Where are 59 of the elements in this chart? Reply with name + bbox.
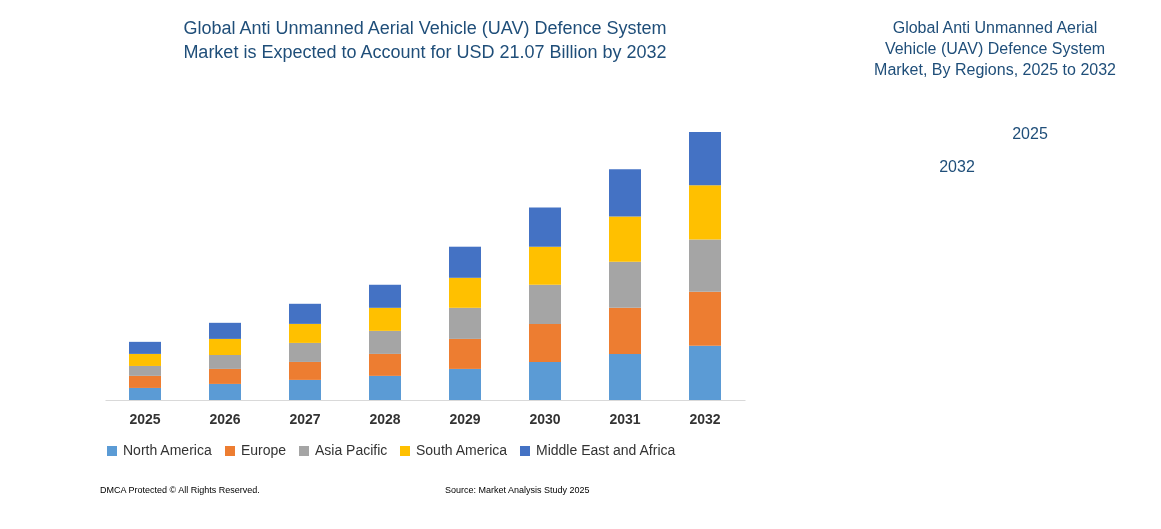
bar [689,185,721,240]
bar [689,239,721,292]
bar [609,307,641,354]
source-note: Source: Market Analysis Study 2025 [445,485,590,495]
bar [609,216,641,262]
bar [689,345,721,400]
bar [609,353,641,400]
bar [369,330,401,354]
bar [609,261,641,308]
bar [369,284,401,308]
legend-label: South America [416,442,508,458]
x-tick-label: 2031 [609,410,641,427]
bar [689,291,721,346]
bar [449,368,481,400]
bar [129,341,161,354]
x-tick-label: 2029 [449,410,481,427]
bar [289,379,321,400]
bar [129,365,161,376]
bar [289,303,321,324]
bar [289,342,321,362]
x-tick-label: 2025 [129,410,161,427]
bar [609,169,641,217]
x-tick-label: 2028 [369,410,401,427]
bar [289,361,321,380]
bar [209,354,241,369]
x-tick-label: 2030 [529,410,561,427]
bar [449,246,481,278]
bar [129,375,161,388]
bar [449,277,481,308]
bar [369,307,401,331]
text: 2032 [939,158,975,175]
bar [209,338,241,355]
bar [129,353,161,366]
bar [209,383,241,400]
text: DMCA Protected © All Rights Reserved. [100,485,260,495]
bar [369,353,401,376]
x-tick-label: 2026 [209,410,241,427]
text: 2025 [1012,125,1048,142]
bar [529,284,561,324]
x-tick-label: 2027 [289,410,321,427]
x-tick-label: 2032 [689,410,721,427]
text: Global Anti Unmanned Aerial Vehicle (UAV) Defence System Market, By Regions, 2025 to 2032 [874,19,1117,78]
bar [449,307,481,339]
bar [289,323,321,343]
legend-label: Asia Pacific [315,442,388,458]
bar [529,361,561,400]
bar [689,132,721,186]
chart-title: Global Anti Unmanned Aerial Vehicle (UAV) Defence System Market is Expected to Account for USD 21.07 Billion by 2032 [183,18,667,62]
bar [529,246,561,285]
legend-label: Europe [241,442,287,458]
bar [529,207,561,247]
bar [529,323,561,362]
bar [209,368,241,384]
bar [209,322,241,339]
bar [129,387,161,400]
legend-label: North America [123,442,212,458]
legend-label: Middle East and Africa [536,442,676,458]
bar [369,375,401,400]
bar [449,338,481,369]
